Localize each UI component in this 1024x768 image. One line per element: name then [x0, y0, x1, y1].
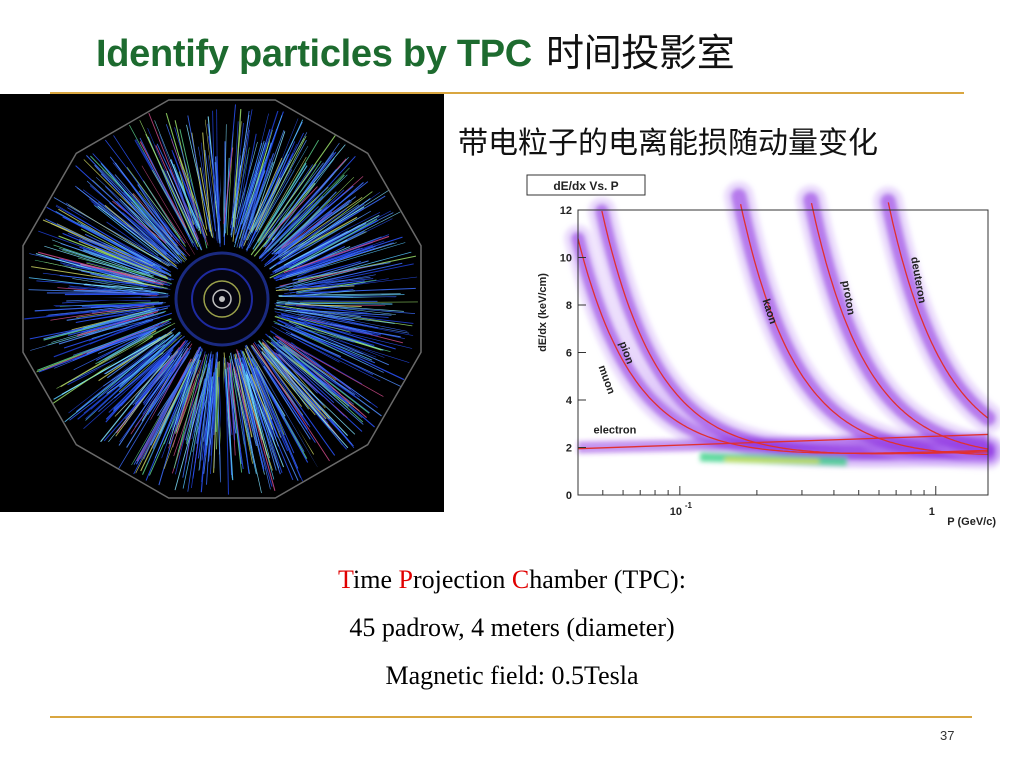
- y-axis-label: dE/dx (keV/cm): [537, 273, 549, 352]
- caption-line-2: 45 padrow, 4 meters (diameter): [349, 613, 675, 642]
- bethe-bloch-curve: [887, 202, 989, 419]
- caption-segment: ime: [353, 565, 399, 594]
- y-tick-label: 12: [560, 205, 572, 217]
- slide-title-cn: 时间投影室: [545, 31, 735, 75]
- y-tick-label: 8: [566, 300, 572, 312]
- slide-subtitle: 带电粒子的电离能损随动量变化: [458, 126, 878, 161]
- electron-curve: [577, 433, 989, 450]
- bethe-bloch-curve: [810, 202, 989, 450]
- x-tick-label-exponent: -1: [685, 501, 693, 510]
- bottom-divider: [50, 716, 972, 718]
- top-divider: [50, 92, 964, 94]
- x-tick-label: 10: [670, 506, 682, 518]
- caption-segment: C: [511, 565, 530, 594]
- x-tick-label: 1: [929, 506, 935, 518]
- bethe-bloch-curve: [601, 210, 989, 455]
- bethe-bloch-curve: [577, 238, 989, 454]
- tpc-event-display-icon: [22, 99, 422, 499]
- caption-segment: P: [398, 565, 413, 594]
- slide-title-en: Identify particles by TPC: [96, 33, 532, 75]
- y-tick-label: 10: [560, 253, 572, 265]
- caption: Time Projection Chamber (TPC): 45 padrow…: [0, 556, 1024, 700]
- dedx-plot: dE/dx Vs. P 0 2 4 6 8 10 12 10 -1 1 electron muon p…: [522, 172, 1003, 532]
- caption-segment: T: [338, 565, 354, 594]
- caption-segment: rojection: [412, 565, 512, 594]
- caption-line-1: Time Projection Chamber (TPC):: [0, 556, 1024, 604]
- bethe-bloch-curve: [739, 204, 988, 456]
- tpc-event-display: [0, 94, 444, 512]
- y-tick-label: 0: [566, 490, 572, 502]
- caption-line-3: Magnetic field: 0.5Tesla: [385, 661, 639, 690]
- chart-title: dE/dx Vs. P: [553, 179, 618, 193]
- y-tick-label: 2: [566, 443, 572, 455]
- y-tick-label: 4: [566, 395, 573, 407]
- caption-segment: hamber (TPC):: [529, 565, 686, 594]
- page-number: 37: [940, 728, 955, 743]
- x-axis-label: P (GeV/c): [947, 516, 996, 528]
- band-label-electron: electron: [594, 424, 637, 436]
- slide-title: Identify particles by TPC 时间投影室: [96, 22, 735, 77]
- y-tick-label: 6: [566, 348, 572, 360]
- chart-title-box: [526, 174, 646, 196]
